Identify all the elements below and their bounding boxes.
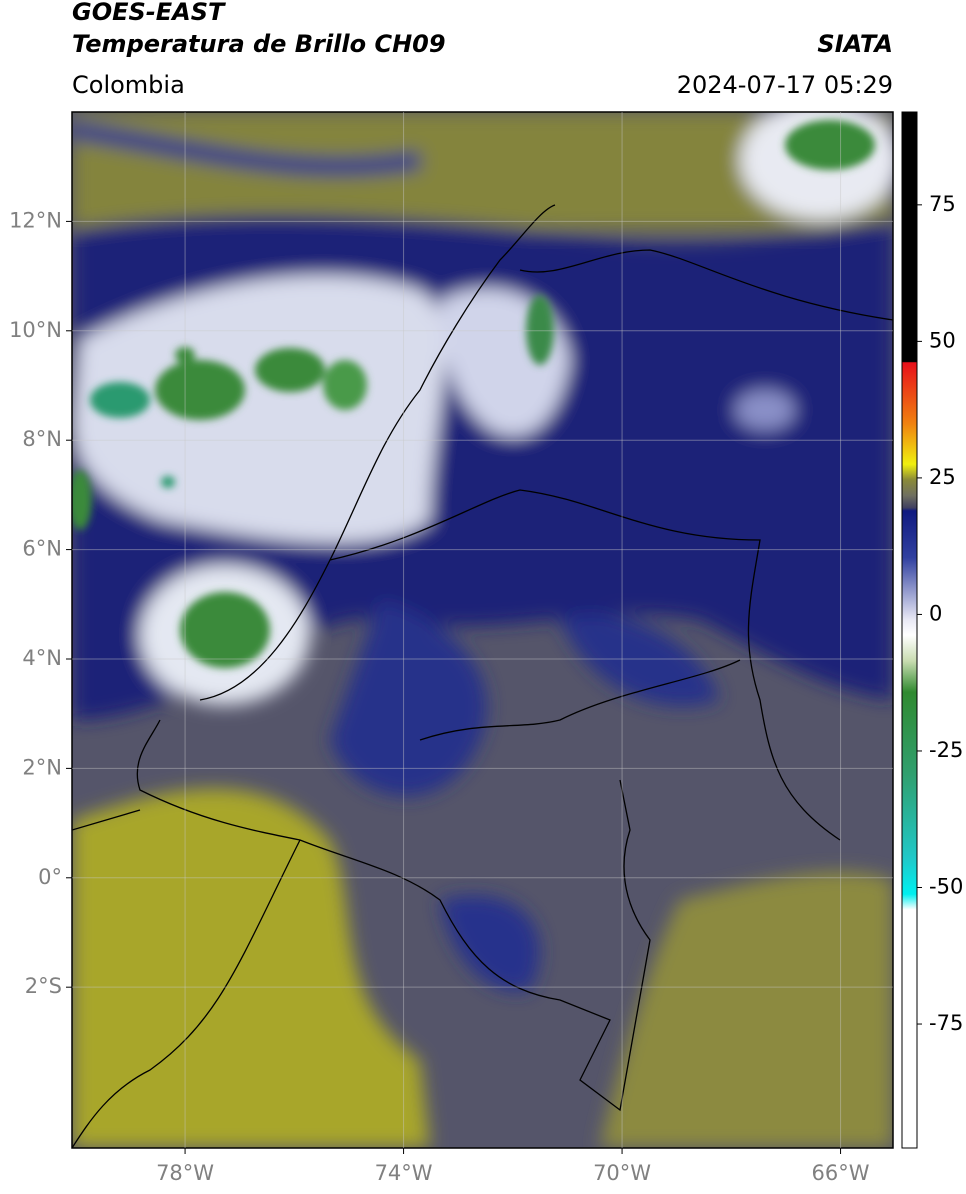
region: Colombia — [72, 71, 185, 99]
datetime: 2024-07-17 05:29 — [677, 71, 893, 99]
x-tick-label: 70°W — [593, 1161, 651, 1185]
x-tick-label: 66°W — [812, 1161, 870, 1185]
y-tick-label: 2°S — [25, 974, 62, 998]
source: SIATA — [817, 30, 893, 58]
x-tick-label: 78°W — [156, 1161, 214, 1185]
y-tick-label: 2°N — [22, 755, 62, 779]
satellite-image — [72, 112, 893, 1148]
colorbar-label: 50 — [929, 328, 956, 352]
y-tick-label: 0° — [38, 865, 62, 889]
x-tick-label: 74°W — [375, 1161, 433, 1185]
title: GOES-EAST — [72, 0, 226, 26]
y-tick-label: 12°N — [9, 208, 62, 232]
colorbar-label: 25 — [929, 465, 956, 489]
colorbar-label: -25 — [929, 738, 963, 762]
borders — [72, 204, 893, 1148]
colorbar-label: -50 — [929, 874, 963, 898]
y-tick-label: 4°N — [22, 646, 62, 670]
subtitle: Temperatura de Brillo CH09 — [72, 30, 446, 58]
y-tick-label: 6°N — [22, 537, 62, 561]
plot-frame — [71, 111, 894, 1149]
colorbar-label: 75 — [929, 192, 956, 216]
y-tick-label: 10°N — [9, 318, 62, 342]
y-tick-label: 8°N — [22, 427, 62, 451]
colorbar — [901, 111, 918, 1149]
colorbar-label: -75 — [929, 1011, 963, 1035]
colorbar-label: 0 — [929, 601, 942, 625]
